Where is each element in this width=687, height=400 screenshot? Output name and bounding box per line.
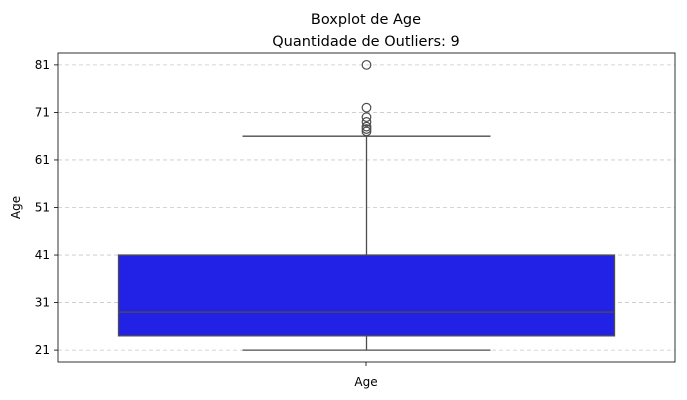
x-tick-label: Age: [354, 375, 377, 389]
y-tick-label: 61: [35, 153, 50, 167]
y-tick-label: 41: [35, 248, 50, 262]
y-tick-label: 71: [35, 105, 50, 119]
outlier-point: [361, 117, 372, 127]
y-tick-label: 51: [35, 201, 50, 215]
outlier-point: [361, 121, 372, 132]
outlier-point: [361, 102, 372, 113]
outlier-point: [361, 112, 372, 123]
y-axis-ticks: 21 31 41 51 61 71 81: [35, 58, 58, 357]
chart-subtitle: Quantidade de Outliers: 9: [272, 34, 459, 50]
y-axis-label: Age: [9, 196, 23, 219]
chart-title: Boxplot de Age: [311, 12, 421, 28]
outlier-points: [361, 59, 372, 137]
y-tick-label: 31: [35, 296, 50, 310]
outlier-point: [361, 124, 372, 134]
y-tick-label: 81: [35, 58, 50, 72]
outlier-point: [361, 126, 372, 137]
iqr-box: [117, 254, 616, 337]
y-tick-label: 21: [35, 343, 50, 357]
box-group: [117, 135, 616, 351]
outlier-point: [361, 59, 372, 70]
